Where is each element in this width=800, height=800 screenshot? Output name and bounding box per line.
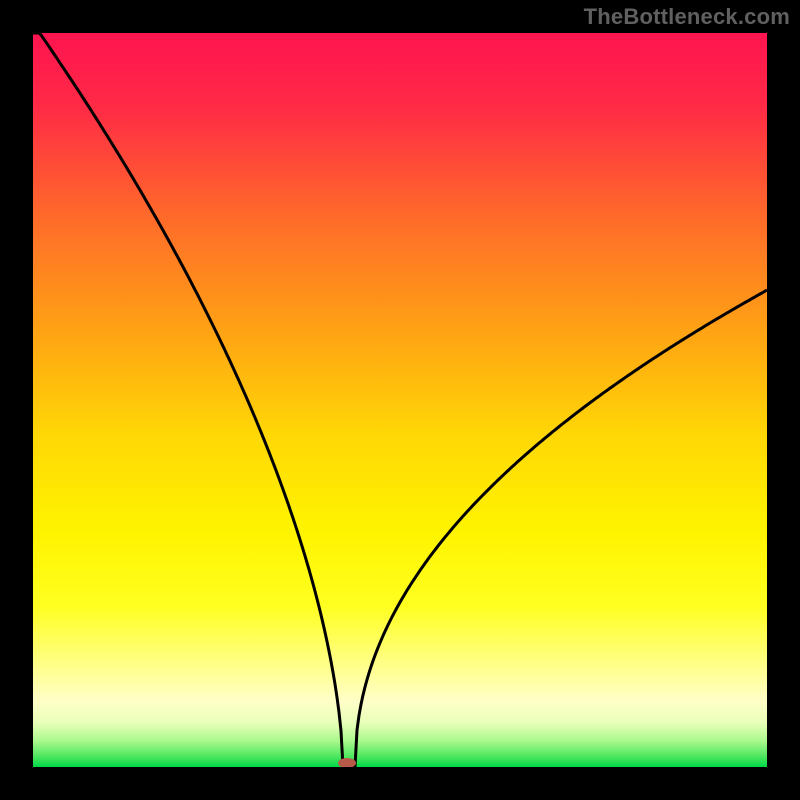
chart-frame: TheBottleneck.com [0,0,800,800]
watermark-text: TheBottleneck.com [584,4,790,30]
plot-area [33,33,767,767]
gradient-background [33,33,767,767]
chart-svg [33,33,767,767]
